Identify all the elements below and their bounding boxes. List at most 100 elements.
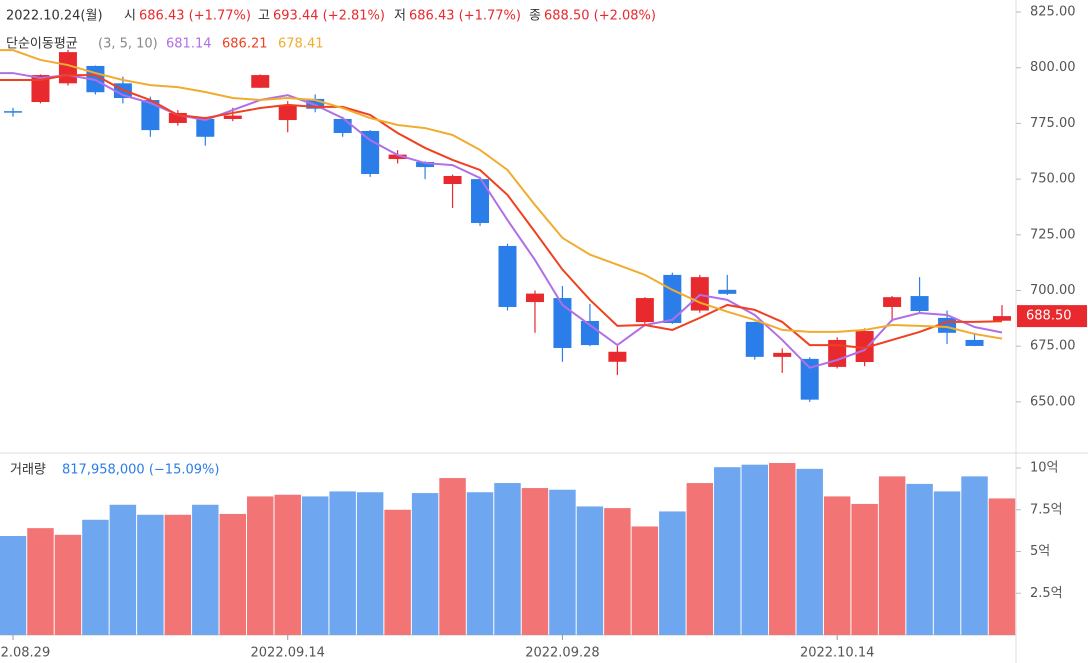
header-date: 2022.10.24(월) bbox=[6, 9, 103, 24]
price-label: 688.50 bbox=[1026, 309, 1072, 324]
volume-bar bbox=[301, 496, 329, 635]
volume-bar bbox=[741, 464, 768, 635]
header-close-label: 종 bbox=[529, 9, 541, 24]
volume-bar bbox=[796, 468, 823, 635]
header-high: 693.44 (+2.81%) bbox=[273, 9, 385, 24]
volume-bar bbox=[109, 504, 137, 635]
volume-bar bbox=[82, 519, 109, 635]
candle-body bbox=[883, 297, 902, 307]
moving-average-line bbox=[0, 49, 1003, 340]
y-tick-label: 650.00 bbox=[1030, 394, 1076, 409]
volume-bar bbox=[604, 508, 631, 635]
candle-body bbox=[910, 296, 929, 311]
y-tick-label: 5억 bbox=[1030, 544, 1050, 559]
legend-entry: 678.41 bbox=[278, 37, 324, 52]
candle-body bbox=[938, 317, 957, 333]
volume-bar bbox=[164, 514, 192, 635]
y-tick-label: 750.00 bbox=[1030, 172, 1076, 187]
volume-bar bbox=[54, 534, 82, 635]
volume-bar bbox=[27, 528, 54, 635]
candle-body bbox=[525, 293, 544, 303]
candle-body bbox=[993, 316, 1011, 321]
header-high-label: 고 bbox=[258, 9, 270, 24]
moving-average-line bbox=[0, 74, 1003, 349]
volume-bar bbox=[0, 535, 27, 635]
volume-bar bbox=[933, 491, 961, 635]
y-tick-label: 7.5억 bbox=[1030, 502, 1063, 517]
x-tick-label: 2022.08.29 bbox=[0, 646, 50, 661]
volume-bar bbox=[521, 488, 549, 635]
candle-body bbox=[718, 289, 737, 294]
ma-title: 단순이동평균 bbox=[6, 37, 78, 52]
candle-body bbox=[580, 321, 599, 346]
volume-bar bbox=[549, 489, 576, 635]
candle-body bbox=[306, 98, 325, 109]
volume-bar bbox=[274, 494, 301, 635]
volume-bar bbox=[768, 463, 796, 635]
volume-value: 817,958,000 (−15.09%) bbox=[62, 463, 219, 478]
volume-bar bbox=[356, 492, 384, 635]
ma-periods: (3, 5, 10) bbox=[98, 37, 158, 52]
volume-bar bbox=[466, 492, 494, 635]
volume-bar bbox=[631, 526, 659, 635]
x-tick-label: 2022.10.14 bbox=[800, 646, 874, 661]
marks bbox=[0, 49, 1016, 635]
volume-bar bbox=[411, 493, 439, 635]
candle-body bbox=[223, 115, 242, 119]
header-low: 686.43 (+1.77%) bbox=[409, 9, 521, 24]
candle-body bbox=[251, 75, 270, 88]
volume-bar bbox=[906, 483, 933, 635]
volume-bar bbox=[659, 511, 686, 635]
x-tick-label: 2022.09.28 bbox=[525, 646, 599, 661]
candle-body bbox=[828, 339, 847, 367]
candle-body bbox=[141, 100, 160, 131]
candle-body bbox=[855, 331, 874, 363]
candle-body bbox=[608, 351, 627, 362]
y-tick-label: 2.5억 bbox=[1030, 586, 1063, 601]
candle-body bbox=[553, 298, 572, 348]
header-open: 686.43 (+1.77%) bbox=[139, 9, 251, 24]
volume-bar bbox=[851, 503, 878, 635]
volume-bar bbox=[384, 509, 411, 635]
volume-bar bbox=[576, 506, 604, 635]
volume-bar bbox=[988, 498, 1016, 635]
volume-bar bbox=[439, 478, 466, 635]
candle-body bbox=[361, 130, 380, 174]
y-tick-label: 825.00 bbox=[1030, 5, 1076, 20]
header-low-label: 저 bbox=[394, 9, 406, 24]
y-tick-label: 700.00 bbox=[1030, 283, 1076, 298]
candle-body bbox=[196, 118, 215, 137]
price-label-box bbox=[1017, 305, 1087, 328]
volume-title: 거래량 bbox=[10, 463, 46, 478]
candle-body bbox=[745, 321, 764, 357]
y-tick-label: 10억 bbox=[1030, 461, 1059, 476]
x-tick-label: 2022.09.14 bbox=[251, 646, 325, 661]
candle-body bbox=[965, 339, 984, 346]
y-tick-label: 725.00 bbox=[1030, 227, 1076, 242]
candle-body bbox=[690, 277, 709, 311]
candle-body bbox=[388, 154, 407, 160]
legend-entry: 681.14 bbox=[166, 37, 212, 52]
volume-bar bbox=[247, 496, 274, 635]
candle-body bbox=[498, 245, 517, 307]
candle-body bbox=[800, 358, 819, 400]
y-tick-label: 800.00 bbox=[1030, 60, 1076, 75]
volume-bar bbox=[961, 476, 988, 635]
candle-body bbox=[663, 274, 682, 324]
volume-bar bbox=[329, 491, 356, 635]
volume-bar bbox=[714, 467, 741, 635]
candle-body bbox=[4, 111, 22, 113]
candle-body bbox=[416, 161, 435, 168]
candle-body bbox=[471, 179, 490, 223]
candle-body bbox=[773, 352, 792, 357]
y-tick-label: 775.00 bbox=[1030, 116, 1076, 131]
candle-body bbox=[443, 175, 462, 185]
volume-bar bbox=[219, 513, 247, 635]
moving-average-line bbox=[0, 72, 1003, 369]
candle-body bbox=[31, 75, 50, 103]
header-close: 688.50 (+2.08%) bbox=[544, 9, 656, 24]
volume-bar bbox=[137, 514, 164, 635]
volume-bar bbox=[878, 476, 906, 635]
volume-bar bbox=[686, 483, 714, 635]
candle-body bbox=[635, 298, 654, 323]
